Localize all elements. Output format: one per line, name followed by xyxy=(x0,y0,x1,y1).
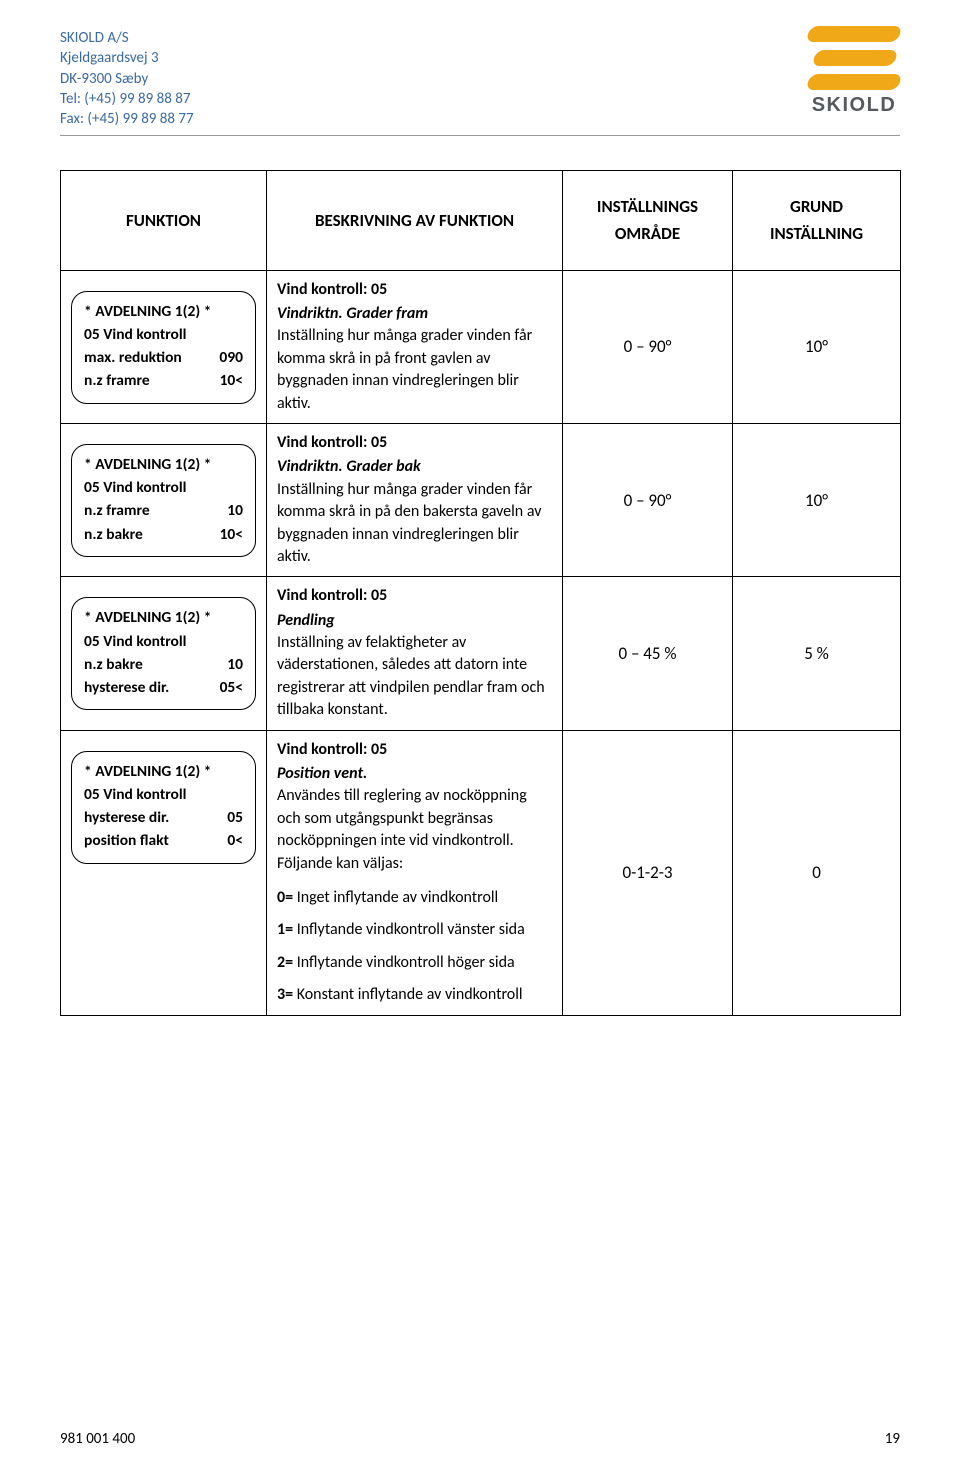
col-header-installnings: INSTÄLLNINGS OMRÅDE xyxy=(563,171,733,270)
range-cell: 0 – 45 % xyxy=(563,577,733,730)
function-cell: * AVDELNING 1(2) *05 Vind kontrollhyster… xyxy=(61,730,267,1015)
bubble-line: n.z bakre10 xyxy=(84,653,243,676)
table-header-row: FUNKTION BESKRIVNING AV FUNKTION INSTÄLL… xyxy=(61,171,901,270)
range-cell: 0-1-2-3 xyxy=(563,730,733,1015)
desc-body: Vindriktn. Grader framInställning hur må… xyxy=(277,303,552,415)
default-cell: 0 xyxy=(733,730,901,1015)
description-cell: Vind kontroll: 05Vindriktn. Grader framI… xyxy=(267,270,563,423)
company-name: SKIOLD A/S xyxy=(60,28,194,48)
default-cell: 10° xyxy=(733,270,901,423)
function-bubble: * AVDELNING 1(2) *05 Vind kontrollmax. r… xyxy=(71,291,256,404)
bubble-line: hysterese dir.05 xyxy=(84,806,243,829)
footer-left: 981 001 400 xyxy=(60,1430,135,1448)
range-cell: 0 – 90° xyxy=(563,270,733,423)
bubble-line: 05 Vind kontroll xyxy=(84,476,243,499)
desc-heading: Vind kontroll: 05 xyxy=(277,279,552,301)
table-row: * AVDELNING 1(2) *05 Vind kontrolln.z fr… xyxy=(61,423,901,576)
bubble-line: position flakt0< xyxy=(84,829,243,852)
bubble-title: * AVDELNING 1(2) * xyxy=(84,760,243,783)
bubble-title: * AVDELNING 1(2) * xyxy=(84,300,243,323)
col-header-funktion: FUNKTION xyxy=(61,171,267,270)
company-logo: SKIOLD xyxy=(808,26,900,117)
function-bubble: * AVDELNING 1(2) *05 Vind kontrollhyster… xyxy=(71,751,256,864)
company-address2: DK-9300 Sæby xyxy=(60,69,194,89)
bubble-line: n.z framre10< xyxy=(84,369,243,392)
function-cell: * AVDELNING 1(2) *05 Vind kontrolln.z ba… xyxy=(61,577,267,730)
bubble-line: 05 Vind kontroll xyxy=(84,783,243,806)
company-info: SKIOLD A/S Kjeldgaardsvej 3 DK-9300 Sæby… xyxy=(60,28,194,129)
desc-options: 0= Inget inflytande av vindkontroll 1= In… xyxy=(277,887,552,1007)
bubble-line: hysterese dir.05< xyxy=(84,676,243,699)
desc-option: 2= Inflytande vindkontroll höger sida xyxy=(277,952,552,974)
logo-bars-icon xyxy=(808,26,900,90)
bubble-line: n.z framre10 xyxy=(84,499,243,522)
desc-body: Position vent.Användes till reglering av… xyxy=(277,763,552,875)
logo-text: SKIOLD xyxy=(812,94,897,117)
settings-table: FUNKTION BESKRIVNING AV FUNKTION INSTÄLL… xyxy=(60,170,901,1015)
table-row: * AVDELNING 1(2) *05 Vind kontrollhyster… xyxy=(61,730,901,1015)
table-row: * AVDELNING 1(2) *05 Vind kontrollmax. r… xyxy=(61,270,901,423)
default-cell: 10° xyxy=(733,423,901,576)
function-bubble: * AVDELNING 1(2) *05 Vind kontrolln.z fr… xyxy=(71,444,256,557)
bubble-line: max. reduktion090 xyxy=(84,346,243,369)
desc-body: Vindriktn. Grader bakInställning hur mån… xyxy=(277,456,552,568)
function-cell: * AVDELNING 1(2) *05 Vind kontrollmax. r… xyxy=(61,270,267,423)
desc-heading: Vind kontroll: 05 xyxy=(277,739,552,761)
desc-heading: Vind kontroll: 05 xyxy=(277,432,552,454)
desc-option: 3= Konstant inflytande av vindkontroll xyxy=(277,984,552,1006)
bubble-title: * AVDELNING 1(2) * xyxy=(84,453,243,476)
company-fax: Fax: (+45) 99 89 88 77 xyxy=(60,109,194,129)
footer-right: 19 xyxy=(885,1430,900,1448)
col-header-grund: GRUND INSTÄLLNING xyxy=(733,171,901,270)
desc-body: PendlingInställning av felaktigheter av … xyxy=(277,610,552,722)
page-header: SKIOLD A/S Kjeldgaardsvej 3 DK-9300 Sæby… xyxy=(60,28,900,136)
description-cell: Vind kontroll: 05Vindriktn. Grader bakIn… xyxy=(267,423,563,576)
description-cell: Vind kontroll: 05 PendlingInställning av … xyxy=(267,577,563,730)
col-header-beskrivning: BESKRIVNING AV FUNKTION xyxy=(267,171,563,270)
bubble-line: n.z bakre10< xyxy=(84,523,243,546)
table-row: * AVDELNING 1(2) *05 Vind kontrolln.z ba… xyxy=(61,577,901,730)
desc-option: 0= Inget inflytande av vindkontroll xyxy=(277,887,552,909)
company-tel: Tel: (+45) 99 89 88 87 xyxy=(60,89,194,109)
desc-heading: Vind kontroll: 05 xyxy=(277,585,552,607)
bubble-line: 05 Vind kontroll xyxy=(84,323,243,346)
page-footer: 981 001 400 19 xyxy=(60,1430,900,1448)
function-cell: * AVDELNING 1(2) *05 Vind kontrolln.z fr… xyxy=(61,423,267,576)
function-bubble: * AVDELNING 1(2) *05 Vind kontrolln.z ba… xyxy=(71,597,256,710)
bubble-title: * AVDELNING 1(2) * xyxy=(84,606,243,629)
range-cell: 0 – 90° xyxy=(563,423,733,576)
bubble-line: 05 Vind kontroll xyxy=(84,630,243,653)
desc-option: 1= Inflytande vindkontroll vänster sida xyxy=(277,919,552,941)
description-cell: Vind kontroll: 05Position vent.Användes … xyxy=(267,730,563,1015)
default-cell: 5 % xyxy=(733,577,901,730)
company-address1: Kjeldgaardsvej 3 xyxy=(60,48,194,68)
